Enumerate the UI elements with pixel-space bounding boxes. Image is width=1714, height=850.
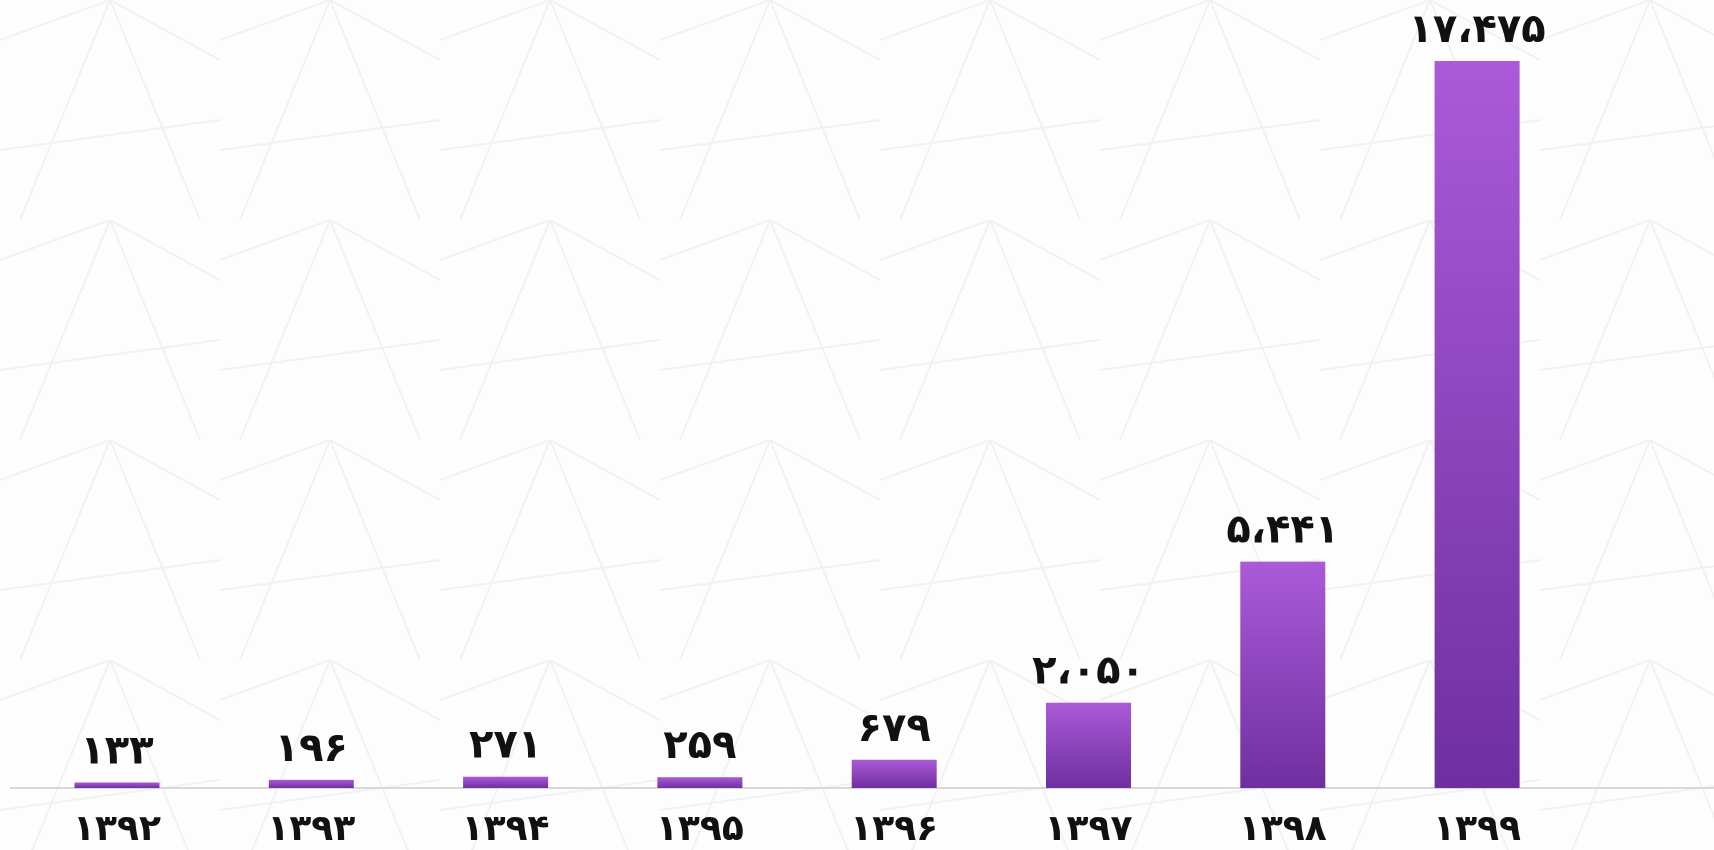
bar — [1240, 561, 1326, 788]
x-tick-label: ۱۳۹۷ — [1045, 808, 1133, 849]
bar — [268, 779, 354, 788]
value-label: ۱۷،۴۷۵ — [1408, 6, 1545, 52]
x-tick-label: ۱۳۹۵ — [656, 808, 744, 849]
value-label: ۱۳۳ — [80, 727, 153, 773]
value-label: ۶۷۹ — [858, 705, 931, 751]
x-tick-label: ۱۳۹۴ — [462, 808, 550, 849]
x-tick-label: ۱۳۹۶ — [850, 808, 938, 849]
bar — [463, 776, 549, 788]
x-tick-label: ۱۳۹۹ — [1433, 808, 1521, 849]
x-tick-label: ۱۳۹۸ — [1239, 808, 1327, 849]
value-label: ۱۹۶ — [275, 725, 348, 771]
value-label: ۵،۴۴۱ — [1226, 507, 1339, 553]
x-tick-label: ۱۳۹۲ — [73, 808, 161, 849]
bar — [851, 759, 937, 788]
bar — [1046, 702, 1131, 788]
value-label: ۲۷۱ — [469, 722, 542, 768]
bar — [1434, 61, 1520, 788]
value-label: ۲۵۹ — [663, 722, 736, 768]
bar — [657, 777, 743, 788]
x-tick-label: ۱۳۹۳ — [267, 808, 355, 849]
bar — [74, 782, 160, 788]
value-label: ۲،۰۵۰ — [1032, 648, 1145, 694]
